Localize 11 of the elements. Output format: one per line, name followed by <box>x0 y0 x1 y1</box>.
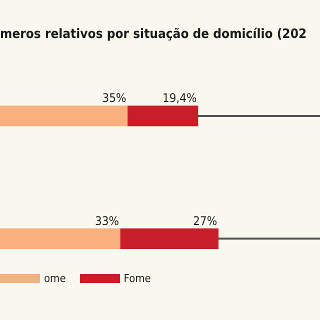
data-label: 35% <box>102 91 126 106</box>
legend-label: ome <box>44 272 66 285</box>
data-label: 19,4% <box>162 91 197 106</box>
data-label: 27% <box>193 214 218 228</box>
bar <box>120 228 219 249</box>
bar <box>126 106 198 126</box>
legend-label: Fome <box>124 272 151 285</box>
data-label: 33% <box>95 214 119 228</box>
bar <box>0 106 128 126</box>
bar <box>0 228 120 249</box>
chart-title: meros relativos por situação de domicílio (202 <box>0 27 307 42</box>
